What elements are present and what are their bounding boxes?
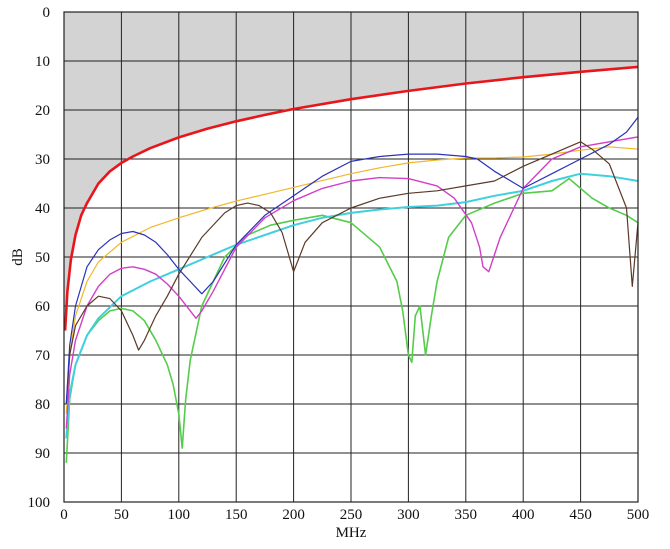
y-tick-labels: 0 10 20 30 40 50 60 70 80 90 100 — [28, 5, 51, 511]
plot-frame — [63, 11, 639, 503]
x-tick-label: 0 — [60, 507, 68, 523]
x-tick-label: 500 — [627, 507, 650, 523]
y-tick-label: 100 — [28, 495, 51, 511]
series-line-5 — [65, 172, 639, 439]
y-axis-label: dB — [10, 248, 26, 266]
series-line-1 — [65, 146, 639, 414]
frame-layer — [63, 11, 639, 503]
y-tick-label: 50 — [35, 250, 50, 266]
x-tick-label: 150 — [225, 507, 248, 523]
x-tick-label: 300 — [397, 507, 420, 523]
y-tick-label: 40 — [35, 201, 50, 217]
x-tick-label: 200 — [282, 507, 305, 523]
series-line-2 — [65, 116, 639, 405]
y-tick-label: 90 — [35, 446, 50, 462]
shaded-region-layer — [64, 12, 638, 331]
y-tick-label: 30 — [35, 152, 50, 168]
x-tick-label: 50 — [114, 507, 129, 523]
x-tick-label: 450 — [569, 507, 592, 523]
series-layer — [63, 65, 639, 463]
shaded-region — [64, 12, 638, 331]
x-tick-label: 250 — [340, 507, 363, 523]
x-axis-label: MHz — [336, 525, 367, 541]
series-line-3 — [65, 141, 639, 405]
y-tick-label: 60 — [35, 299, 50, 315]
y-tick-label: 10 — [35, 54, 50, 70]
x-tick-label: 350 — [455, 507, 478, 523]
series-line-6 — [65, 177, 639, 463]
y-tick-label: 0 — [43, 5, 51, 21]
y-tick-label: 70 — [35, 348, 50, 364]
y-tick-label: 20 — [35, 103, 50, 119]
x-tick-label: 100 — [168, 507, 191, 523]
x-tick-labels: 0 50 100 150 200 250 300 350 400 450 500 — [60, 507, 649, 523]
series-line-0 — [63, 65, 639, 331]
x-tick-label: 400 — [512, 507, 535, 523]
series-line-4 — [65, 136, 639, 429]
y-tick-label: 80 — [35, 397, 50, 413]
